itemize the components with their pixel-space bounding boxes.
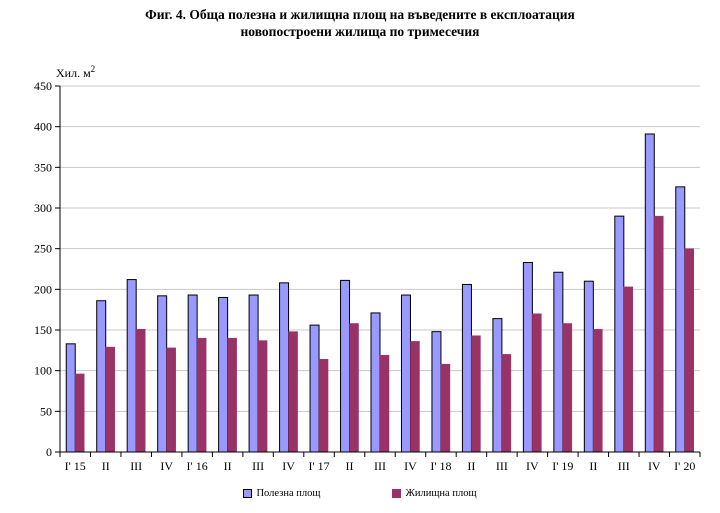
bar-polezna-plosht	[370, 312, 381, 453]
bar-zhilishtna-plosht	[440, 363, 451, 453]
bar-polezna-plosht	[65, 343, 76, 453]
bar-polezna-plosht	[644, 133, 655, 453]
bar-polezna-plosht	[309, 324, 320, 453]
bar-zhilishtna-plosht	[196, 337, 207, 453]
bar-polezna-plosht	[553, 271, 564, 453]
y-tick-label: 200	[34, 282, 52, 296]
bar-zhilishtna-plosht	[501, 354, 512, 453]
x-tick-label: II	[467, 459, 475, 473]
x-tick-label: III	[496, 459, 508, 473]
y-tick-label: 100	[34, 364, 52, 378]
y-tick-label: 300	[34, 201, 52, 215]
chart-title: Фиг. 4. Обща полезна и жилищна площ на в…	[0, 6, 720, 40]
bar-polezna-plosht	[522, 261, 533, 453]
x-tick-label: I' 17	[308, 459, 329, 473]
bar-zhilishtna-plosht	[105, 346, 115, 453]
x-tick-label: II	[589, 459, 597, 473]
chart-title-line1: Фиг. 4. Обща полезна и жилищна площ на в…	[145, 7, 575, 22]
x-tick-label: II	[102, 459, 110, 473]
bar-zhilishtna-plosht	[562, 323, 573, 453]
x-tick-label: III	[374, 459, 386, 473]
bar-zhilishtna-plosht	[257, 340, 268, 453]
bar-polezna-plosht	[218, 296, 229, 453]
y-axis-unit-text: Хил. м	[56, 66, 91, 80]
x-tick-label: I' 19	[552, 459, 573, 473]
x-tick-label: I' 18	[430, 459, 451, 473]
bar-polezna-plosht	[157, 295, 168, 453]
legend-label-polezna: Полезна площ	[256, 488, 321, 499]
bar-zhilishtna-plosht	[471, 335, 481, 453]
bar-zhilishtna-plosht	[623, 286, 634, 453]
legend-item-polezna-plosht: Полезна площ	[243, 488, 320, 499]
bar-zhilishtna-plosht	[684, 248, 695, 453]
bar-zhilishtna-plosht	[135, 328, 146, 453]
bar-zhilishtna-plosht	[318, 359, 329, 453]
bar-zhilishtna-plosht	[349, 323, 359, 453]
bar-zhilishtna-plosht	[288, 331, 298, 453]
y-tick-label: 0	[46, 445, 52, 459]
bar-polezna-plosht	[461, 283, 472, 453]
y-axis-unit-sup: 2	[90, 64, 96, 74]
bar-zhilishtna-plosht	[166, 347, 176, 453]
bar-zhilishtna-plosht	[74, 373, 85, 453]
x-tick-label: III	[618, 459, 630, 473]
legend-marker-polezna-icon	[243, 489, 253, 498]
bar-polezna-plosht	[96, 300, 107, 453]
bar-zhilishtna-plosht	[593, 328, 603, 453]
y-tick-label: 450	[34, 79, 52, 93]
y-tick-label: 150	[34, 323, 52, 337]
x-tick-label: I' 20	[674, 459, 695, 473]
bar-polezna-plosht	[126, 279, 137, 453]
x-tick-label: III	[130, 459, 142, 473]
legend-item-zhilishtna-plosht: Жилищна площ	[392, 488, 477, 499]
bar-polezna-plosht	[614, 215, 625, 453]
bar-polezna-plosht	[248, 294, 259, 453]
y-tick-label: 50	[40, 404, 52, 418]
x-tick-label: IV	[404, 459, 417, 473]
bar-polezna-plosht	[675, 186, 686, 453]
x-tick-label: III	[252, 459, 264, 473]
bar-polezna-plosht	[431, 331, 442, 453]
y-axis-unit-label: Хил. м2	[56, 64, 95, 81]
bar-polezna-plosht	[340, 279, 351, 453]
bar-polezna-plosht	[279, 282, 290, 453]
bar-zhilishtna-plosht	[532, 313, 542, 453]
bar-zhilishtna-plosht	[654, 215, 664, 453]
bar-zhilishtna-plosht	[227, 337, 237, 453]
legend-marker-zhilishtna-icon	[392, 489, 402, 498]
y-tick-label: 350	[34, 160, 52, 174]
x-tick-label: IV	[648, 459, 661, 473]
bar-polezna-plosht	[187, 294, 198, 453]
y-tick-label: 250	[34, 242, 52, 256]
x-tick-label: I' 16	[187, 459, 208, 473]
bar-polezna-plosht	[492, 318, 503, 453]
bar-polezna-plosht	[400, 294, 411, 453]
x-tick-label: IV	[526, 459, 539, 473]
y-tick-label: 400	[34, 120, 52, 134]
x-tick-label: IV	[160, 459, 173, 473]
x-tick-label: I' 15	[65, 459, 86, 473]
legend-label-zhilishtna: Жилищна площ	[405, 488, 477, 499]
chart-legend: Полезна площ Жилищна площ	[0, 488, 720, 499]
bar-zhilishtna-plosht	[410, 341, 420, 453]
x-tick-label: II	[346, 459, 354, 473]
bar-zhilishtna-plosht	[379, 354, 390, 453]
bar-polezna-plosht	[583, 280, 594, 453]
x-tick-label: IV	[282, 459, 295, 473]
chart-title-line2: новопостроени жилища по тримесечия	[240, 24, 480, 39]
x-tick-label: II	[224, 459, 232, 473]
